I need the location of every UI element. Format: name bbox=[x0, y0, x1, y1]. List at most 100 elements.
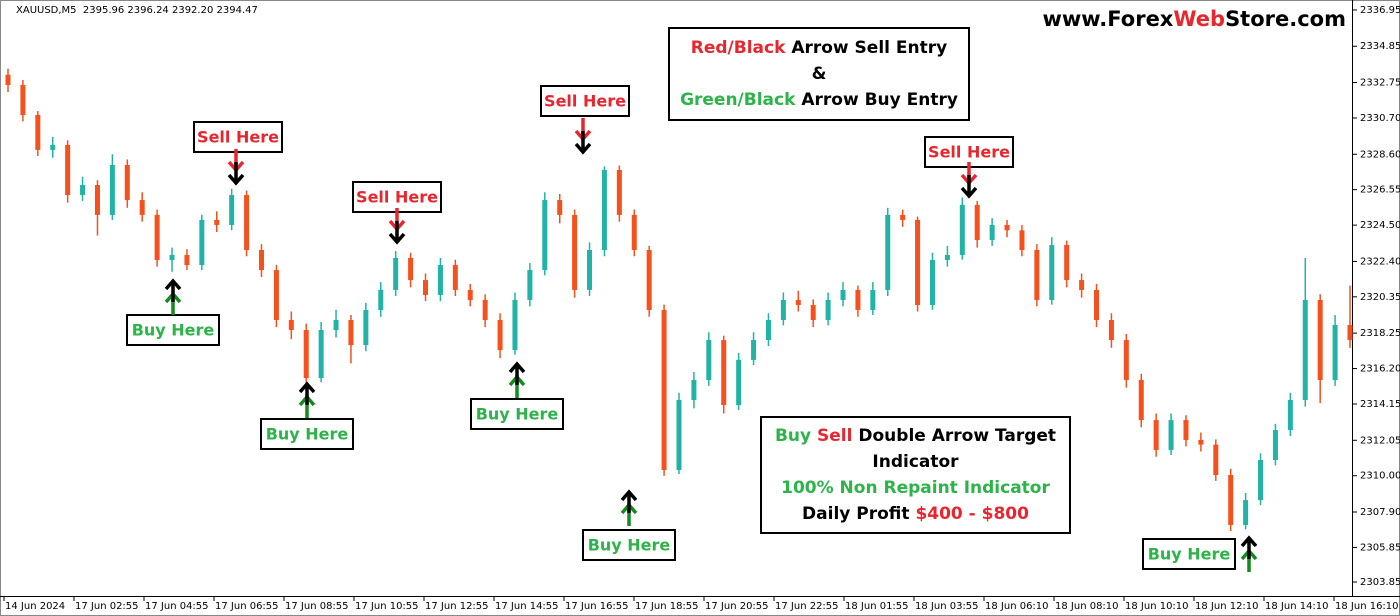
y-tick-label: 2324.50 bbox=[1360, 220, 1400, 231]
info-text: Red/Black bbox=[691, 38, 786, 58]
x-tick-label: 17 Jun 06:55 bbox=[215, 601, 279, 612]
candle-body bbox=[1258, 459, 1264, 501]
candle-body bbox=[1272, 430, 1278, 460]
candle-body bbox=[80, 185, 86, 196]
candle-body bbox=[1138, 379, 1144, 421]
signal-box bbox=[470, 398, 564, 430]
candle-body bbox=[482, 299, 488, 320]
symbol-header: XAUUSD,M5 2395.96 2396.24 2392.20 2394.4… bbox=[16, 5, 258, 16]
info-text: Indicator bbox=[872, 452, 959, 472]
arrow bbox=[620, 489, 638, 513]
candle-body bbox=[214, 219, 220, 225]
y-tick-label: 2330.70 bbox=[1360, 113, 1400, 124]
candle-body bbox=[258, 250, 264, 271]
y-tick-label: 2318.25 bbox=[1360, 328, 1400, 339]
candle-body bbox=[169, 255, 175, 261]
candle-body bbox=[885, 214, 891, 290]
y-tick-label: 2334.85 bbox=[1360, 41, 1400, 52]
arrow bbox=[388, 221, 406, 245]
info-box bbox=[760, 416, 1071, 534]
candle-body bbox=[65, 144, 71, 196]
candle-body bbox=[1228, 475, 1234, 525]
signal-label: Sell Here bbox=[356, 188, 438, 207]
candle-body bbox=[1168, 420, 1174, 450]
candle-body bbox=[1243, 500, 1249, 525]
watermark-part: Store.com bbox=[1225, 7, 1346, 31]
y-tick-label: 2328.60 bbox=[1360, 149, 1400, 160]
y-tick-label: 2307.90 bbox=[1360, 507, 1400, 518]
candle-body bbox=[512, 299, 518, 351]
candle-body bbox=[20, 84, 26, 116]
candle-body bbox=[1153, 420, 1159, 450]
y-tick-label: 2332.75 bbox=[1360, 78, 1400, 89]
watermark: www.ForexWebStore.com bbox=[1042, 7, 1346, 31]
signal-box bbox=[126, 314, 220, 346]
candle-body bbox=[124, 164, 130, 201]
y-tick-label: 2316.20 bbox=[1360, 364, 1400, 375]
candle-body bbox=[795, 299, 801, 305]
candle-body bbox=[184, 255, 190, 266]
candle-body bbox=[542, 200, 548, 271]
candle-body bbox=[273, 270, 279, 320]
candle-body bbox=[944, 255, 950, 261]
candle-body bbox=[154, 214, 160, 261]
candle-body bbox=[1302, 299, 1308, 401]
signal-box bbox=[1142, 538, 1236, 570]
x-tick-label: 18 Jun 08:10 bbox=[1055, 601, 1119, 612]
info-line: Indicator bbox=[872, 452, 959, 472]
info-text: Arrow Buy Entry bbox=[795, 90, 958, 110]
candle-body bbox=[959, 204, 965, 256]
x-tick-label: 18 Jun 01:55 bbox=[845, 601, 909, 612]
x-tick-label: 17 Jun 22:55 bbox=[775, 601, 839, 612]
candle-body bbox=[810, 304, 816, 320]
x-tick-label: 17 Jun 08:55 bbox=[285, 601, 349, 612]
candle-body bbox=[437, 265, 443, 295]
y-tick-label: 2322.40 bbox=[1360, 256, 1400, 267]
signal-box bbox=[924, 136, 1014, 168]
candle-body bbox=[1034, 250, 1040, 300]
candle-body bbox=[467, 289, 473, 300]
arrow bbox=[508, 361, 526, 385]
info-line: Buy Sell Double Arrow Target bbox=[775, 426, 1056, 446]
candle-body bbox=[1347, 325, 1353, 341]
candle-body bbox=[601, 169, 607, 251]
candle-body bbox=[661, 309, 667, 471]
signal-box bbox=[352, 181, 442, 213]
candle-body bbox=[50, 144, 56, 150]
arrow bbox=[960, 175, 978, 199]
signal-label: Buy Here bbox=[1148, 545, 1231, 564]
signal-box bbox=[260, 418, 354, 450]
candle-body bbox=[527, 270, 533, 300]
candle-body bbox=[229, 195, 235, 225]
candle-body bbox=[423, 280, 429, 295]
candle-body bbox=[572, 214, 578, 290]
candle-body bbox=[378, 289, 384, 310]
x-tick-label: 18 Jun 03:55 bbox=[915, 601, 979, 612]
info-text: $400 - $800 bbox=[915, 504, 1029, 524]
y-tick-label: 2312.05 bbox=[1360, 435, 1400, 446]
x-tick-label: 18 Jun 16:10 bbox=[1335, 601, 1399, 612]
arrow bbox=[1240, 535, 1258, 559]
x-tick-label: 18 Jun 10:10 bbox=[1125, 601, 1189, 612]
info-box bbox=[668, 27, 970, 121]
x-tick-label: 17 Jun 04:55 bbox=[145, 601, 209, 612]
candle-body bbox=[1198, 439, 1204, 445]
x-tick-label: 17 Jun 18:55 bbox=[635, 601, 699, 612]
candle-body bbox=[288, 319, 294, 331]
candle-body bbox=[497, 319, 503, 351]
candle-body bbox=[1183, 420, 1189, 440]
candle-body bbox=[974, 204, 980, 240]
candle-body bbox=[94, 185, 100, 215]
candle-body bbox=[1317, 299, 1323, 380]
x-tick-label: 17 Jun 12:55 bbox=[425, 601, 489, 612]
y-tick-label: 2336.95 bbox=[1360, 5, 1400, 16]
candle-body bbox=[676, 400, 682, 471]
info-text: Buy bbox=[775, 426, 811, 446]
info-text: Double Arrow Target bbox=[852, 426, 1056, 446]
candle-body bbox=[765, 319, 771, 341]
info-line: Green/Black Arrow Buy Entry bbox=[680, 90, 958, 110]
candle-body bbox=[303, 330, 309, 379]
candle-body bbox=[929, 260, 935, 305]
candle-body bbox=[646, 250, 652, 310]
candle-body bbox=[780, 299, 786, 320]
